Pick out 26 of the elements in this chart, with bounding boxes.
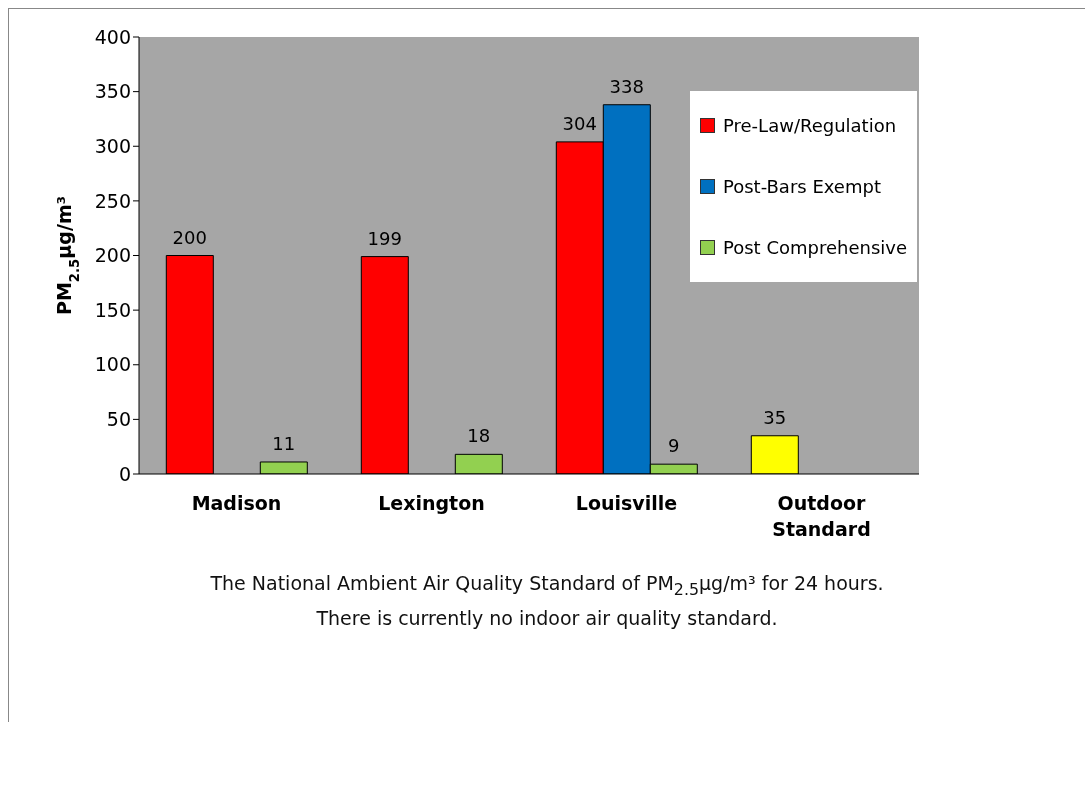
y-tick-label: 100: [94, 353, 131, 376]
data-label: 35: [763, 406, 787, 428]
data-label: 11: [272, 432, 296, 454]
y-tick-label: 0: [118, 462, 131, 485]
data-label: 200: [172, 226, 207, 248]
x-tick-label: Louisville: [575, 492, 678, 514]
y-tick-label: 350: [94, 80, 131, 103]
data-label: 304: [562, 112, 597, 134]
y-tick-label: 250: [94, 189, 131, 212]
data-label: 18: [467, 425, 491, 447]
text: There is currently no indoor air quality standard.: [315, 605, 779, 631]
data-label: 338: [609, 75, 644, 97]
y-tick-label: 400: [94, 25, 131, 48]
y-tick-label: 150: [94, 298, 131, 321]
x-tick-label: Outdoor Standard: [772, 492, 871, 540]
legend-label: Post-Bars Exempt: [723, 176, 881, 197]
data-label: 199: [367, 227, 402, 249]
x-tick-label: Lexington: [378, 492, 485, 514]
y-tick-label: 50: [106, 408, 131, 431]
data-label: 9: [668, 435, 680, 457]
text: The National Ambient Air Quality Standard of PM$_{2.5}$µg/m³ for 24 hours.: [209, 571, 885, 601]
y-tick-label: 200: [94, 244, 131, 267]
y-tick-label: 300: [94, 134, 131, 157]
legend-label: Post Comprehensive: [723, 237, 907, 258]
x-tick-label: Madison: [191, 492, 282, 514]
legend-label: Pre-Law/Regulation: [723, 115, 897, 136]
